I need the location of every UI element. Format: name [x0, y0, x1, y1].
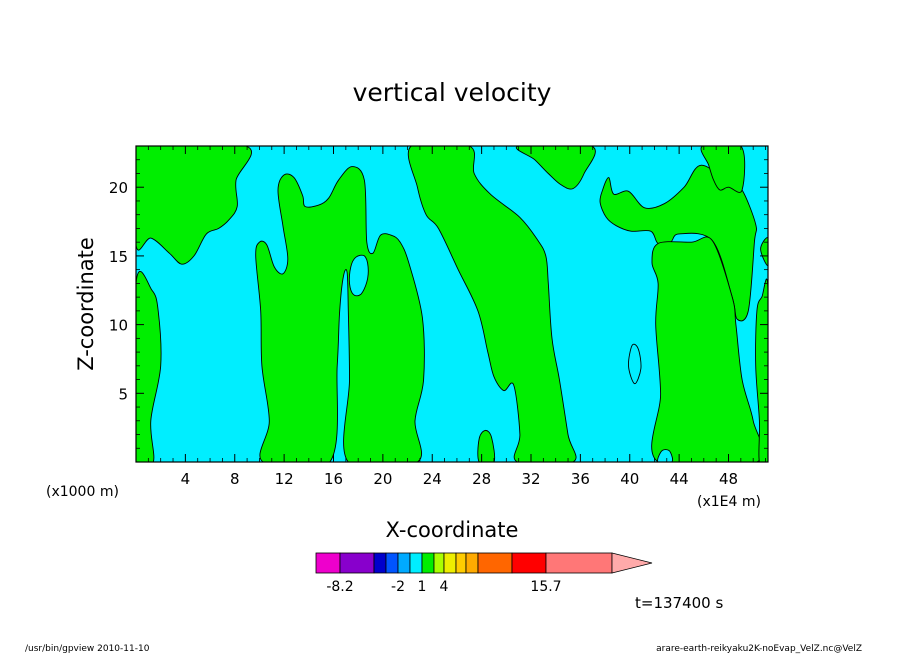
y-axis-label: Z-coordinate — [74, 237, 98, 371]
contour-island-island-42 — [657, 449, 673, 462]
contour-region-green-12 — [255, 166, 425, 462]
colorbar-box — [433, 552, 445, 574]
colorbar-box — [373, 552, 387, 574]
contour-region-green-40-bottom — [651, 236, 764, 462]
x-tick-label: 24 — [423, 470, 442, 488]
x-tick-label: 48 — [719, 470, 738, 488]
contour-region-upper-left-lobe — [136, 146, 252, 265]
time-label: t=137400 s — [635, 594, 723, 612]
colorbar-box — [421, 552, 435, 574]
plot-area — [136, 146, 768, 462]
colorbar-box — [455, 552, 467, 574]
colorbar-arrow — [611, 552, 653, 574]
colorbar-label: 15.7 — [530, 579, 561, 595]
colorbar: -8.2 -2 1 4 15.7 — [315, 552, 653, 595]
footer-left: /usr/bin/gpview 2010-11-10 — [25, 644, 150, 654]
footer-right: arare-earth-reikyaku2K-noEvap_VelZ.nc@Ve… — [656, 644, 862, 654]
x-tick-label: 16 — [324, 470, 343, 488]
x-tick-label: 12 — [275, 470, 294, 488]
colorbar-box — [385, 552, 399, 574]
colorbar-box — [315, 552, 341, 574]
x-axis-label: X-coordinate — [386, 518, 519, 542]
colorbar-box — [511, 552, 547, 574]
x-tick-label: 44 — [670, 470, 689, 488]
x-tick-label: 28 — [472, 470, 491, 488]
colorbar-box — [409, 552, 423, 574]
colorbar-box — [339, 552, 375, 574]
colorbar-box — [477, 552, 513, 574]
contour-island-island-40 — [628, 343, 642, 385]
colorbar-label: 1 — [418, 579, 427, 595]
x-tick-label: 4 — [181, 470, 191, 488]
y-tick-label: 15 — [109, 248, 128, 266]
y-tick-label: 5 — [118, 385, 128, 403]
y-tick-label: 10 — [109, 317, 128, 335]
low-islands — [348, 254, 673, 462]
chart-title: vertical velocity — [353, 78, 552, 107]
plot-frame — [135, 145, 769, 463]
colorbar-label: -2 — [391, 579, 405, 595]
x-axis: 4 8 12 16 20 24 28 32 36 40 44 48 — [147, 146, 766, 488]
colorbar-box — [465, 552, 479, 574]
x-tick-label: 36 — [571, 470, 590, 488]
contour-region-green-44 — [599, 164, 757, 322]
y-axis: 5 10 15 20 — [109, 159, 768, 449]
x-unit-right: (x1E4 m) — [697, 494, 761, 510]
x-tick-label: 20 — [373, 470, 392, 488]
contour-region-right-edge-top — [760, 237, 768, 266]
contour-region-green-right-top — [700, 146, 746, 193]
colorbar-box — [545, 552, 613, 574]
x-tick-label: 8 — [230, 470, 240, 488]
contour-island-island-18 — [348, 254, 369, 297]
colorbar-label: 4 — [440, 579, 449, 595]
colorbar-box — [443, 552, 457, 574]
contour-region-left-edge — [136, 271, 162, 462]
contour-region-green-28 — [407, 146, 577, 462]
x-unit-left: (x1000 m) — [46, 484, 119, 500]
colorbar-label: -8.2 — [326, 579, 353, 595]
x-tick-label: 40 — [620, 470, 639, 488]
x-tick-label: 32 — [521, 470, 540, 488]
y-tick-label: 20 — [109, 179, 128, 197]
colorbar-box — [397, 552, 411, 574]
